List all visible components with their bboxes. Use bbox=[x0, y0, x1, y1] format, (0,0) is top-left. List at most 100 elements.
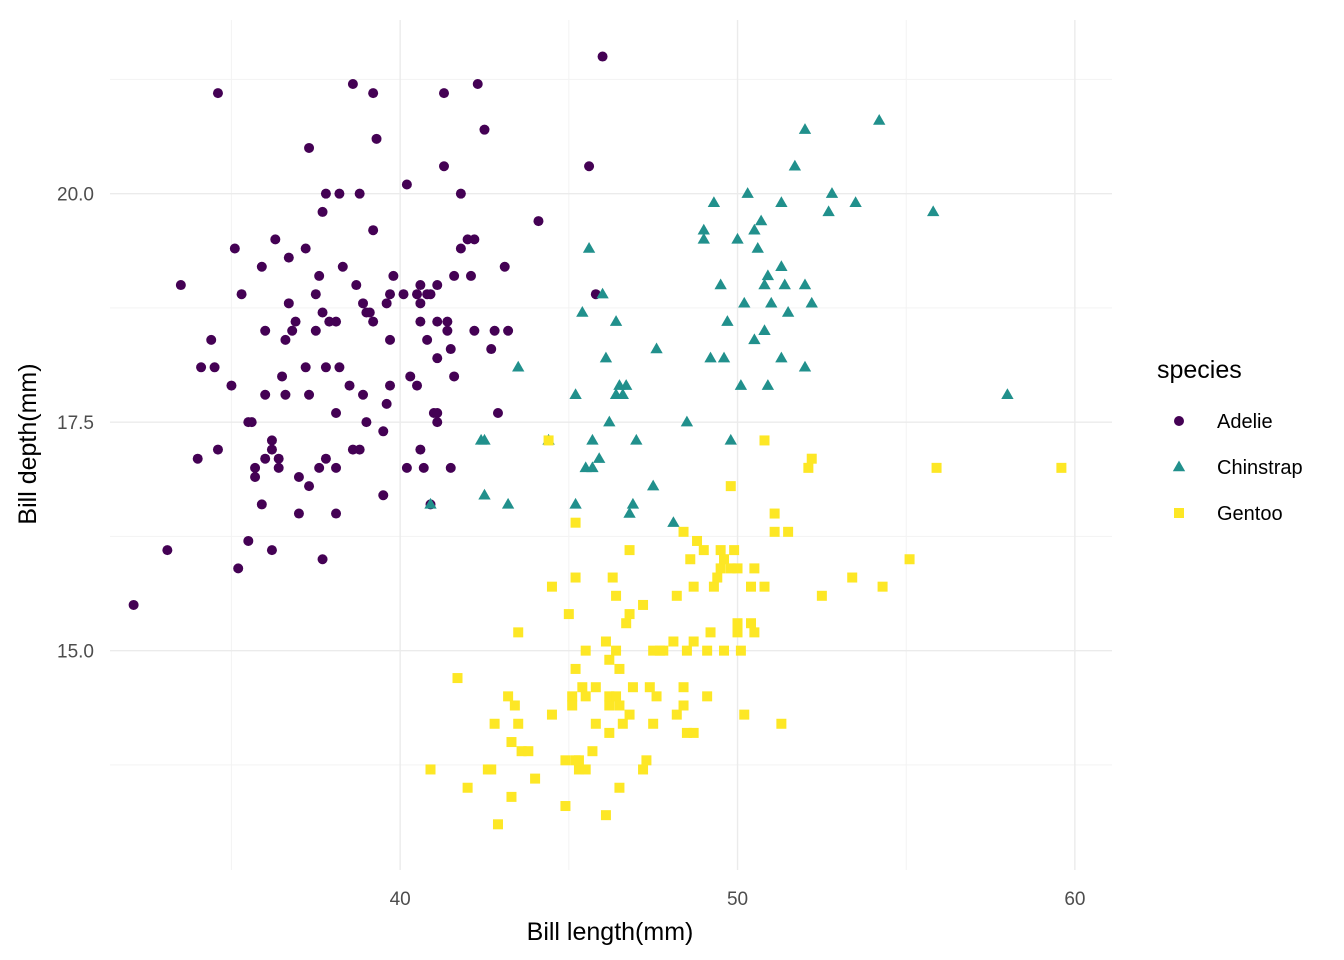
data-point bbox=[731, 232, 744, 244]
data-point bbox=[681, 727, 692, 738]
data-point bbox=[509, 700, 520, 711]
data-point bbox=[266, 545, 277, 556]
data-point bbox=[758, 278, 771, 290]
data-point bbox=[280, 334, 291, 345]
data-point bbox=[600, 810, 611, 821]
data-point bbox=[432, 353, 443, 364]
data-point bbox=[412, 380, 423, 391]
data-point bbox=[614, 700, 625, 711]
data-point bbox=[513, 627, 524, 638]
data-point bbox=[226, 380, 237, 391]
data-point bbox=[741, 187, 754, 198]
data-point bbox=[415, 444, 426, 455]
data-point bbox=[624, 609, 635, 620]
data-point bbox=[1001, 388, 1014, 399]
data-point bbox=[775, 351, 788, 363]
data-point bbox=[611, 691, 622, 702]
series-adelie bbox=[128, 51, 608, 610]
data-point bbox=[401, 179, 412, 190]
data-point bbox=[614, 663, 625, 674]
data-point bbox=[368, 88, 379, 99]
data-point bbox=[600, 636, 611, 647]
data-point bbox=[212, 88, 223, 99]
data-point bbox=[439, 161, 449, 172]
data-point bbox=[543, 435, 554, 446]
data-point bbox=[381, 298, 392, 309]
y-tick-label: 20.0 bbox=[57, 185, 94, 206]
data-point bbox=[776, 718, 787, 729]
data-point bbox=[638, 599, 649, 610]
data-point bbox=[347, 78, 358, 89]
legend: species Adelie Chinstrap Gentoo bbox=[1157, 356, 1303, 525]
data-point bbox=[293, 471, 304, 482]
data-point bbox=[533, 216, 544, 227]
data-point bbox=[604, 700, 615, 711]
data-point bbox=[229, 243, 240, 254]
data-point bbox=[611, 590, 622, 601]
data-point bbox=[604, 727, 615, 738]
data-point bbox=[516, 746, 527, 757]
data-point bbox=[805, 296, 818, 308]
data-point bbox=[486, 344, 497, 355]
data-point bbox=[609, 315, 623, 326]
data-point bbox=[478, 488, 491, 500]
data-point bbox=[614, 782, 625, 793]
data-point bbox=[806, 453, 817, 464]
data-point bbox=[445, 344, 456, 355]
data-point bbox=[688, 636, 699, 647]
data-point bbox=[822, 205, 835, 217]
legend-key bbox=[1174, 416, 1184, 426]
data-point bbox=[320, 362, 331, 373]
data-point bbox=[597, 51, 608, 62]
data-point bbox=[388, 270, 399, 281]
data-point bbox=[368, 316, 379, 327]
data-point bbox=[734, 379, 748, 390]
data-point bbox=[283, 252, 294, 263]
data-point bbox=[290, 316, 301, 327]
data-point bbox=[746, 618, 757, 629]
data-point bbox=[644, 682, 655, 693]
data-point bbox=[162, 545, 173, 556]
data-point bbox=[758, 324, 771, 335]
data-point bbox=[250, 462, 261, 473]
data-point bbox=[280, 389, 291, 400]
data-point bbox=[569, 388, 582, 399]
data-point bbox=[418, 462, 429, 473]
data-point bbox=[697, 232, 710, 244]
data-points bbox=[128, 51, 1067, 830]
data-point bbox=[630, 433, 643, 445]
y-tick-label: 17.5 bbox=[57, 413, 94, 434]
legend-title: species bbox=[1157, 356, 1242, 384]
data-point bbox=[465, 270, 476, 281]
data-point bbox=[646, 479, 660, 491]
data-point bbox=[748, 333, 761, 345]
data-point bbox=[778, 278, 791, 290]
data-point bbox=[243, 535, 254, 546]
data-point bbox=[816, 590, 827, 601]
data-point bbox=[256, 499, 267, 510]
data-point bbox=[765, 296, 778, 308]
data-point bbox=[469, 325, 480, 336]
data-point bbox=[506, 791, 517, 802]
data-point bbox=[678, 700, 689, 711]
data-point bbox=[749, 627, 760, 638]
data-point bbox=[425, 289, 436, 300]
legend-label: Chinstrap bbox=[1217, 457, 1303, 479]
data-point bbox=[708, 581, 719, 592]
data-point bbox=[567, 691, 578, 702]
data-point bbox=[759, 581, 770, 592]
data-point bbox=[209, 362, 220, 373]
data-point bbox=[1056, 462, 1067, 473]
data-point bbox=[432, 316, 443, 327]
data-point bbox=[317, 206, 328, 217]
data-point bbox=[489, 718, 500, 729]
data-point bbox=[621, 618, 632, 629]
data-point bbox=[704, 351, 717, 363]
data-point bbox=[617, 718, 628, 729]
data-point bbox=[931, 462, 942, 473]
data-point bbox=[415, 316, 426, 327]
data-point bbox=[590, 682, 601, 693]
data-point bbox=[246, 417, 257, 428]
data-point bbox=[648, 645, 659, 656]
